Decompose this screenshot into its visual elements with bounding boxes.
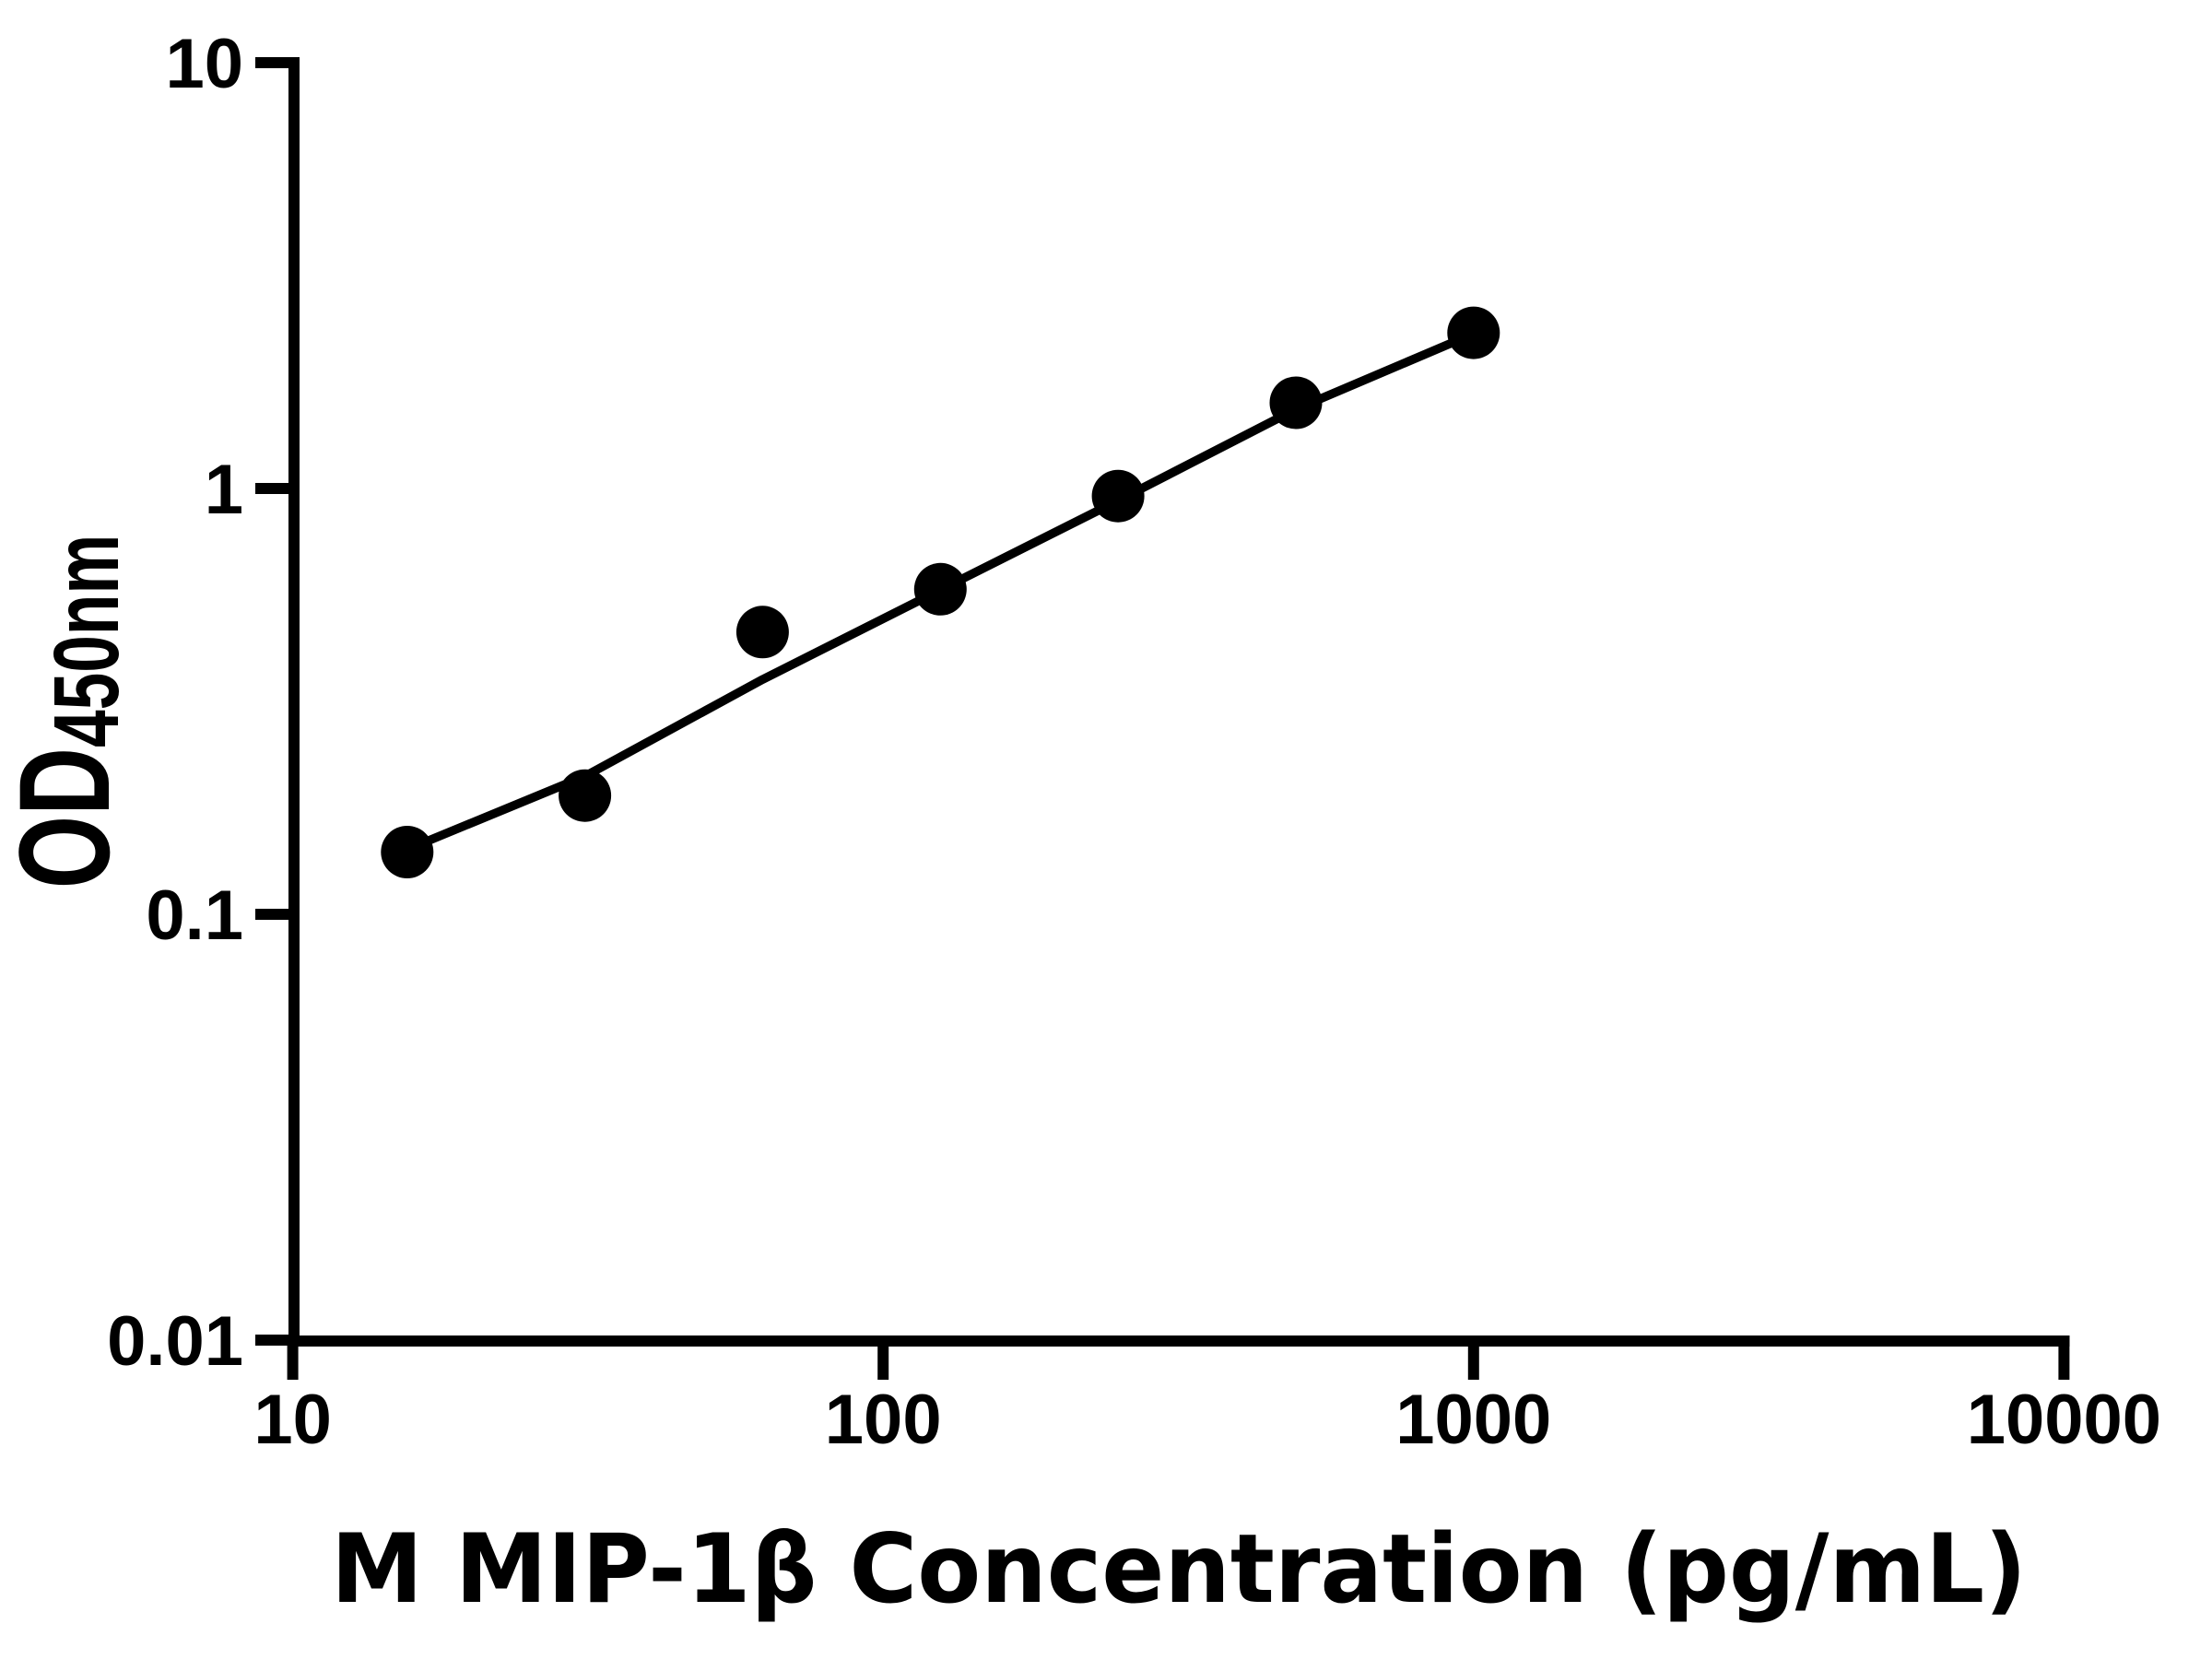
- data-point-500: [1269, 376, 1323, 429]
- y-tick-label-0.01: 0.01: [107, 1302, 243, 1381]
- x-tick-label-10000: 10000: [1967, 1381, 2161, 1459]
- y-tick-label-0.1: 0.1: [146, 877, 243, 955]
- data-point-1000: [1447, 306, 1500, 359]
- y-axis-title-main: OD: [0, 747, 136, 888]
- data-point-62.5: [735, 606, 789, 659]
- x-tick-label-1000: 1000: [1395, 1381, 1551, 1459]
- data-point-31.25: [559, 769, 612, 822]
- x-tick-label-10: 10: [253, 1381, 332, 1459]
- x-axis-title: M MIP-1β Concentration (pg/mL): [331, 1514, 2027, 1625]
- y-tick-label-10: 10: [165, 25, 243, 103]
- data-point-125: [913, 562, 967, 616]
- y-tick-label-1: 1: [205, 451, 243, 529]
- y-axis-title: OD450nm: [0, 535, 138, 889]
- data-points-layer: [381, 306, 1500, 878]
- axes-layer: [255, 57, 2070, 1380]
- x-tick-label-100: 100: [825, 1381, 942, 1459]
- y-axis-title-subscript: 450nm: [35, 535, 138, 747]
- data-point-15.625: [381, 826, 434, 878]
- tick-label-layer: 10 100 1000 10000 10 1 0.1 0.01: [107, 25, 2161, 1459]
- data-point-250: [1091, 469, 1145, 523]
